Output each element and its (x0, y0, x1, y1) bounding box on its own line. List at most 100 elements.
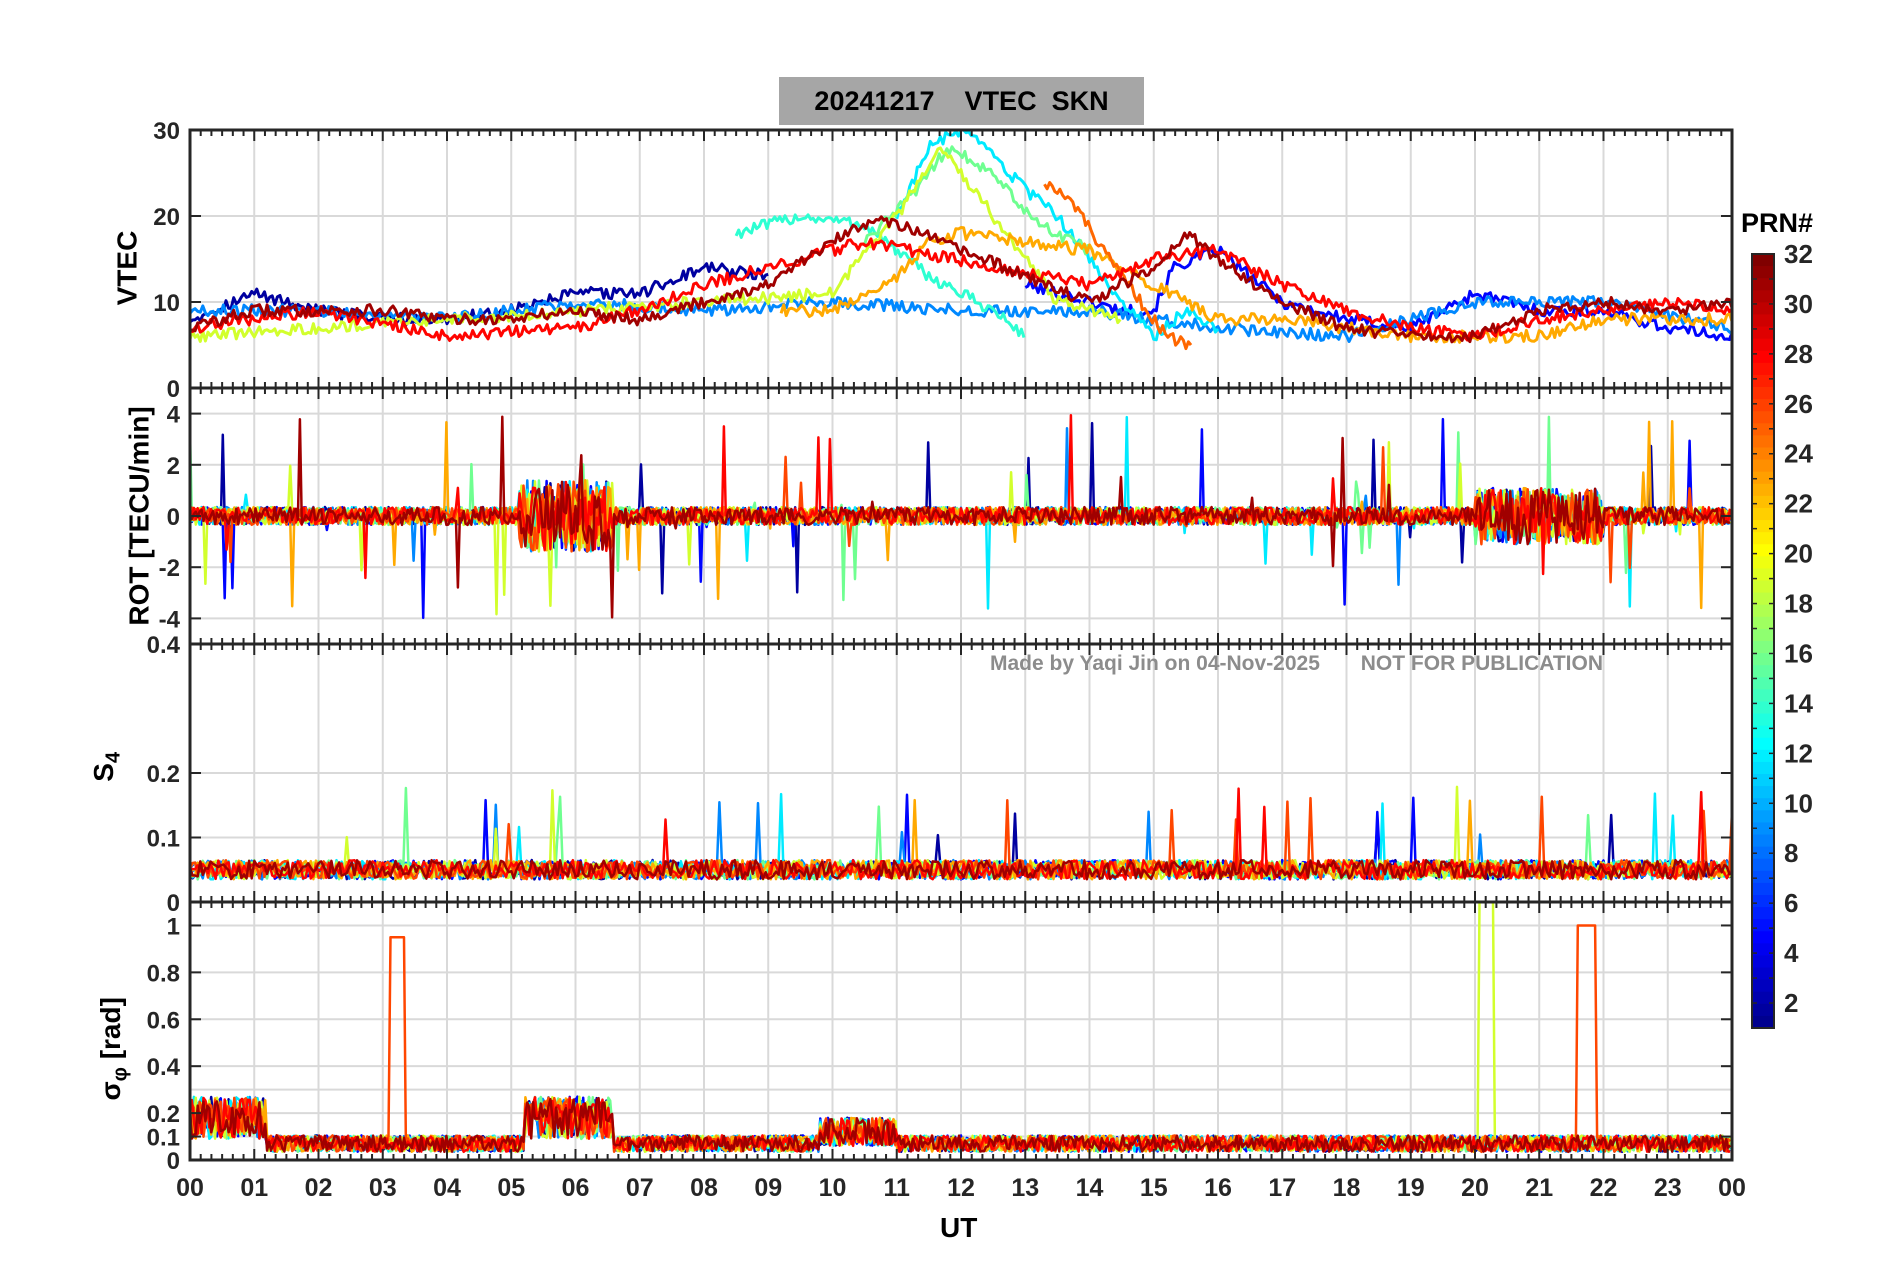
colorbar-segment (1752, 870, 1774, 884)
colorbar-segment (1752, 677, 1774, 691)
y-tick-label: 0 (167, 504, 180, 531)
colorbar-segment (1752, 338, 1774, 352)
colorbar-segment (1752, 399, 1774, 413)
y-tick-label: -4 (159, 606, 181, 633)
colorbar-segment (1752, 447, 1774, 461)
vtec-series-prn-31 (189, 215, 1734, 344)
colorbar-segment (1752, 991, 1774, 1005)
colorbar-segment (1752, 931, 1774, 945)
colorbar-tick-label: 18 (1784, 589, 1813, 619)
colorbar-segment (1752, 907, 1774, 921)
colorbar-segment (1752, 604, 1774, 618)
watermark: Made by Yaqi Jin on 04-Nov-2025 NOT FOR … (990, 652, 1603, 675)
colorbar-segment (1752, 701, 1774, 715)
colorbar-segment (1752, 834, 1774, 848)
x-tick-label: 05 (497, 1174, 525, 1202)
colorbar-segment (1752, 266, 1774, 280)
y-tick-label: 20 (153, 204, 180, 231)
x-tick-label: 18 (1333, 1174, 1361, 1202)
y-tick-label: 0.2 (147, 761, 180, 788)
x-tick-label: 08 (690, 1174, 718, 1202)
colorbar-segment (1752, 278, 1774, 292)
colorbar-tick-label: 24 (1784, 439, 1813, 469)
colorbar-tick-label: 4 (1784, 938, 1799, 968)
colorbar-segment (1752, 628, 1774, 642)
colorbar-segment (1752, 362, 1774, 376)
colorbar-segment (1752, 411, 1774, 425)
y-tick-label: 0.8 (147, 960, 180, 987)
colorbar-title: PRN# (1741, 208, 1814, 238)
y-tick-label: 10 (153, 290, 180, 317)
chart-title: 20241217 VTEC SKN (779, 77, 1144, 125)
colorbar-segment (1752, 641, 1774, 655)
y-tick-label: 0.6 (147, 1007, 180, 1034)
colorbar-segment (1752, 532, 1774, 546)
colorbar-segment (1752, 725, 1774, 739)
colorbar-tick-label: 14 (1784, 688, 1813, 718)
colorbar-segment (1752, 919, 1774, 933)
x-tick-label: 16 (1204, 1174, 1232, 1202)
y-tick-label: 0.1 (147, 1125, 180, 1152)
colorbar-segment (1752, 507, 1774, 522)
colorbar-tick-label: 22 (1784, 489, 1813, 519)
colorbar-segment (1752, 774, 1774, 788)
colorbar-segment (1752, 592, 1774, 606)
x-tick-label: 15 (1140, 1174, 1168, 1202)
colorbar-segment (1752, 254, 1774, 268)
x-tick-label: 06 (562, 1174, 590, 1202)
colorbar-segment (1752, 653, 1774, 667)
colorbar-segment (1752, 556, 1774, 570)
colorbar-segment (1752, 374, 1774, 389)
rot-series-prn-31 (189, 415, 1731, 619)
sigma-ylabel: σφ [rad] (94, 997, 132, 1101)
colorbar-segment (1752, 822, 1774, 836)
colorbar-segment (1752, 568, 1774, 582)
y-tick-label: 30 (153, 118, 180, 145)
y-tick-label: 0.4 (147, 632, 181, 659)
colorbar-segment (1752, 979, 1774, 993)
colorbar-segment (1752, 810, 1774, 824)
x-tick-label: 07 (626, 1174, 654, 1202)
rot-ylabel: ROT [TECU/min] (123, 406, 155, 626)
colorbar-segment (1752, 459, 1774, 473)
x-axis-label: UT (940, 1212, 978, 1243)
colorbar-segment (1752, 1003, 1774, 1017)
vtec-series-prn-16 (863, 145, 1090, 256)
colorbar-tick-label: 2 (1784, 988, 1798, 1018)
colorbar-segment (1752, 302, 1774, 316)
colorbar-segment (1752, 495, 1774, 509)
colorbar-segment (1752, 435, 1774, 449)
colorbar-tick-label: 8 (1784, 838, 1798, 868)
colorbar-segment (1752, 350, 1774, 364)
colorbar-segment (1752, 616, 1774, 630)
y-tick-label: 4 (167, 402, 181, 429)
x-tick-label: 14 (1076, 1174, 1104, 1202)
colorbar-tick-label: 6 (1784, 888, 1798, 918)
colorbar-segment (1752, 882, 1774, 896)
colorbar-segment (1752, 713, 1774, 727)
y-tick-label: -2 (159, 555, 180, 582)
s4-ylabel: S4 (88, 751, 125, 782)
colorbar-segment (1752, 544, 1774, 558)
x-tick-label: 21 (1525, 1174, 1553, 1202)
colorbar-segment (1752, 471, 1774, 485)
x-tick-label: 03 (369, 1174, 397, 1202)
x-tick-label: 00 (176, 1174, 204, 1202)
x-tick-label: 00 (1718, 1174, 1746, 1202)
colorbar-segment (1752, 423, 1774, 437)
colorbar-segment (1752, 943, 1774, 957)
x-tick-label: 20 (1461, 1174, 1489, 1202)
x-tick-label: 17 (1268, 1174, 1296, 1202)
colorbar-segment (1752, 520, 1774, 534)
x-tick-label: 04 (433, 1174, 461, 1202)
colorbar-segment (1752, 955, 1774, 969)
x-tick-label: 23 (1654, 1174, 1682, 1202)
colorbar-frame (1751, 253, 1775, 1029)
colorbar-segment (1752, 749, 1774, 763)
colorbar-segment (1752, 290, 1774, 304)
x-tick-label: 10 (819, 1174, 847, 1202)
colorbar-segment (1752, 665, 1774, 679)
colorbar-segment (1752, 786, 1774, 800)
colorbar-segment (1752, 737, 1774, 751)
